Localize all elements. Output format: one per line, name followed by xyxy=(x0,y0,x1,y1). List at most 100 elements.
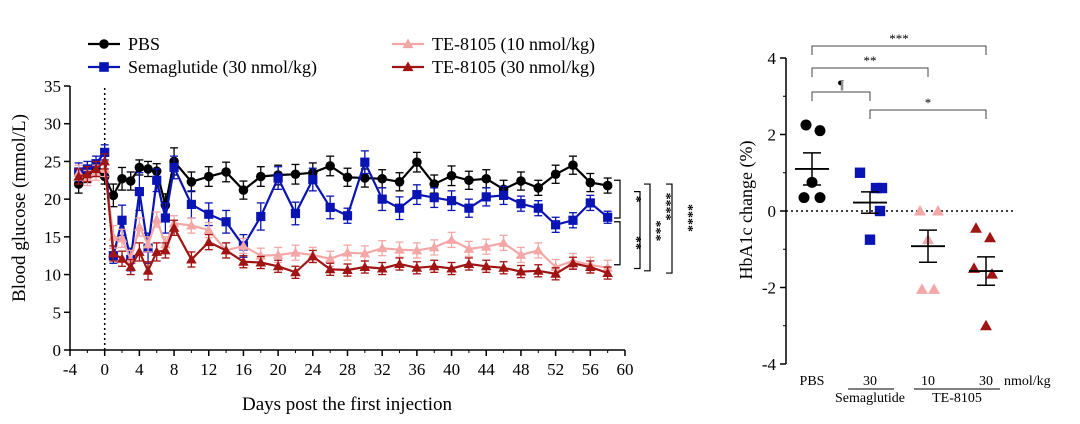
data-point xyxy=(464,175,474,186)
series-0 xyxy=(73,147,613,218)
legend-marker xyxy=(99,62,109,72)
data-point xyxy=(394,203,405,213)
hba1c-group-label: 30 xyxy=(979,374,993,389)
data-point xyxy=(342,172,353,183)
hba1c-group-3 xyxy=(968,222,1003,331)
hba1c-point xyxy=(932,205,944,216)
data-point xyxy=(550,169,561,180)
data-point xyxy=(116,233,128,243)
glucose-x-tick-label: 52 xyxy=(547,360,564,379)
data-point xyxy=(186,199,197,210)
hba1c-unit-label: nmol/kg xyxy=(1004,374,1051,389)
hba1c-bracket: ¶ xyxy=(811,77,871,101)
hba1c-y-tick-label: -2 xyxy=(762,279,776,298)
data-point xyxy=(142,265,154,275)
data-point xyxy=(429,193,439,203)
hba1c-y-axis-label: HbA1c change (%) xyxy=(736,141,757,280)
data-point xyxy=(160,245,171,255)
data-point xyxy=(134,221,145,232)
significance-label: *** xyxy=(648,220,663,241)
legend-label: Semaglutide (30 nmol/kg) xyxy=(128,57,317,78)
data-point xyxy=(134,246,145,256)
data-point xyxy=(567,257,579,268)
significance-bracket: *** xyxy=(634,191,663,270)
data-point xyxy=(516,199,526,209)
data-point xyxy=(82,168,93,179)
data-point xyxy=(533,203,543,213)
hba1c-points xyxy=(795,119,1003,331)
data-point xyxy=(532,265,544,275)
data-point xyxy=(290,208,301,219)
glucose-x-tick-label: 16 xyxy=(235,360,252,379)
data-point xyxy=(568,160,578,170)
data-point xyxy=(108,248,119,258)
data-point xyxy=(307,251,319,261)
glucose-significance: ********** **** xyxy=(614,179,695,274)
data-point xyxy=(308,174,318,185)
data-point xyxy=(152,175,162,185)
glucose-x-tick-label: 32 xyxy=(374,360,391,379)
legend-entry: TE-8105 (30 nmol/kg) xyxy=(392,57,595,78)
data-point xyxy=(186,254,197,264)
legend-marker xyxy=(402,61,414,72)
data-point xyxy=(272,249,284,259)
data-point xyxy=(463,243,475,253)
significance-bracket: **** xyxy=(644,183,673,272)
legend-marker xyxy=(402,38,414,49)
bracket-label: * xyxy=(925,95,932,110)
data-point xyxy=(377,173,387,184)
hba1c-point xyxy=(874,205,886,217)
bracket-line xyxy=(634,191,641,270)
bracket-line xyxy=(811,45,987,55)
hba1c-point xyxy=(800,119,812,131)
data-point xyxy=(585,177,596,188)
data-point xyxy=(342,211,353,221)
glucose-y-tick-label: 5 xyxy=(53,303,62,322)
data-point xyxy=(117,215,127,225)
glucose-y-tick-label: 20 xyxy=(44,190,61,209)
data-point xyxy=(602,267,613,278)
data-point xyxy=(602,180,613,191)
hba1c-point xyxy=(984,231,996,243)
data-point xyxy=(203,236,215,247)
data-point xyxy=(238,185,249,195)
data-point xyxy=(238,240,249,250)
data-point xyxy=(429,179,440,189)
glucose-x-tick-label: 48 xyxy=(512,360,529,379)
data-point xyxy=(324,253,336,263)
legend-marker xyxy=(99,39,109,49)
data-point xyxy=(186,176,197,187)
glucose-x-tick-label: 40 xyxy=(443,360,460,379)
glucose-x-tick-label: 44 xyxy=(478,360,496,379)
hba1c-group-label: PBS xyxy=(800,374,825,389)
legend-entry: TE-8105 (10 nmol/kg) xyxy=(392,34,595,55)
glucose-x-tick-label: 56 xyxy=(582,360,599,379)
glucose-x-axis-label: Days post the first injection xyxy=(242,394,453,415)
bracket-label: *** xyxy=(889,31,909,46)
data-point xyxy=(568,215,578,225)
data-point xyxy=(186,220,197,230)
hba1c-point xyxy=(970,222,982,233)
hba1c-point xyxy=(980,319,992,331)
glucose-y-tick-label: 10 xyxy=(44,266,61,285)
data-point xyxy=(394,258,405,268)
data-point xyxy=(376,263,388,273)
data-point xyxy=(481,173,492,184)
data-point xyxy=(169,162,179,173)
data-point xyxy=(446,234,457,244)
data-point xyxy=(550,261,561,271)
hba1c-point xyxy=(914,205,926,216)
data-point xyxy=(498,262,509,272)
data-point xyxy=(143,164,153,174)
data-point xyxy=(550,268,561,278)
data-point xyxy=(411,262,423,272)
significance-label: **** xyxy=(680,204,695,232)
glucose-y-tick-label: 25 xyxy=(44,152,61,171)
significance-label: ** xyxy=(628,236,643,250)
legend-label: PBS xyxy=(128,34,160,54)
significance-bracket: **** xyxy=(666,183,695,274)
bracket-line xyxy=(666,183,673,274)
data-point xyxy=(238,256,249,266)
hba1c-point xyxy=(916,283,928,294)
